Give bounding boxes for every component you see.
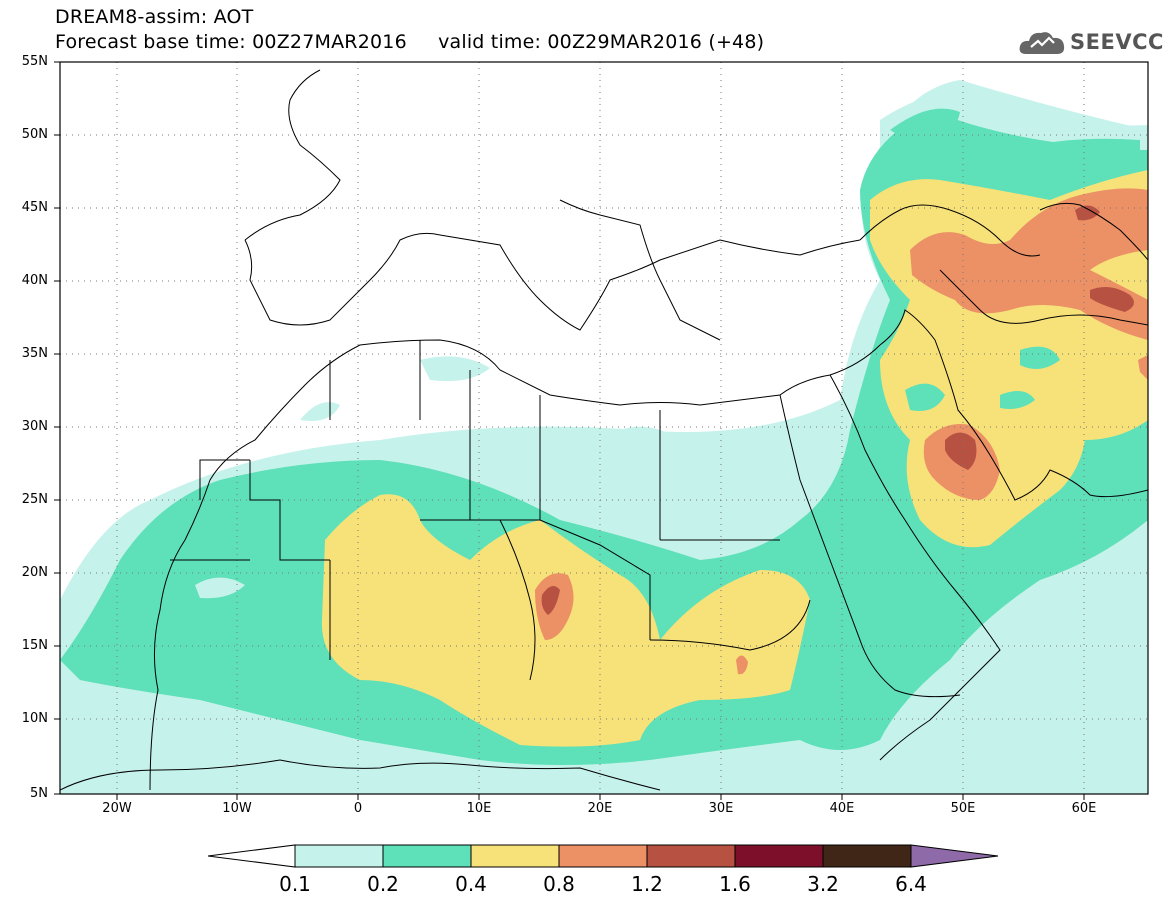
axis-ticks	[54, 61, 1085, 800]
base-time: Forecast base time: 00Z27MAR2016	[55, 31, 407, 53]
colorbar-label: 0.2	[367, 872, 399, 896]
lat-label: 35N	[21, 346, 48, 361]
colorbar-label: 0.8	[543, 872, 575, 896]
logo-text: SEEVCCC	[1070, 30, 1165, 54]
lon-label: 10E	[466, 801, 492, 816]
lon-label: 20E	[587, 801, 613, 816]
colorbar-label: 0.4	[455, 872, 487, 896]
time-info: Forecast base time: 00Z27MAR2016 valid t…	[55, 31, 764, 53]
aot-gaps-2	[905, 346, 1060, 411]
lat-label: 30N	[21, 419, 48, 434]
aot-level-1.2	[541, 205, 1134, 615]
lon-label: 0	[353, 801, 363, 816]
lat-label: 45N	[21, 200, 48, 215]
lat-label: 25N	[21, 492, 48, 507]
lon-label: 20W	[102, 801, 132, 816]
lat-label: 50N	[21, 127, 48, 142]
lat-label: 55N	[21, 54, 48, 69]
lon-label: 10W	[222, 801, 252, 816]
map-title: DREAM8-assim: AOT	[55, 6, 254, 28]
seevccc-logo: SEEVCCC	[1018, 26, 1165, 58]
lat-label: 40N	[21, 273, 48, 288]
lon-label: 30E	[708, 801, 734, 816]
lon-label: 60E	[1071, 801, 1097, 816]
lat-label: 10N	[21, 711, 48, 726]
colorbar-label: 1.6	[719, 872, 751, 896]
aot-fill-layer	[60, 62, 1148, 794]
graticule	[60, 62, 1148, 794]
colorbar-label: 3.2	[807, 872, 839, 896]
colorbar-label: 1.2	[631, 872, 663, 896]
colorbar-label: 0.1	[279, 872, 311, 896]
lat-label: 15N	[21, 638, 48, 653]
lat-label: 20N	[21, 565, 48, 580]
lon-label: 40E	[829, 801, 855, 816]
coastlines	[60, 69, 1148, 791]
lon-label: 50E	[950, 801, 976, 816]
lat-label: 5N	[30, 786, 48, 801]
colorbar-label: 6.4	[895, 872, 927, 896]
valid-time: valid time: 00Z29MAR2016 (+48)	[438, 31, 765, 53]
cloud-icon	[1019, 32, 1065, 54]
map-frame	[59, 61, 1149, 795]
